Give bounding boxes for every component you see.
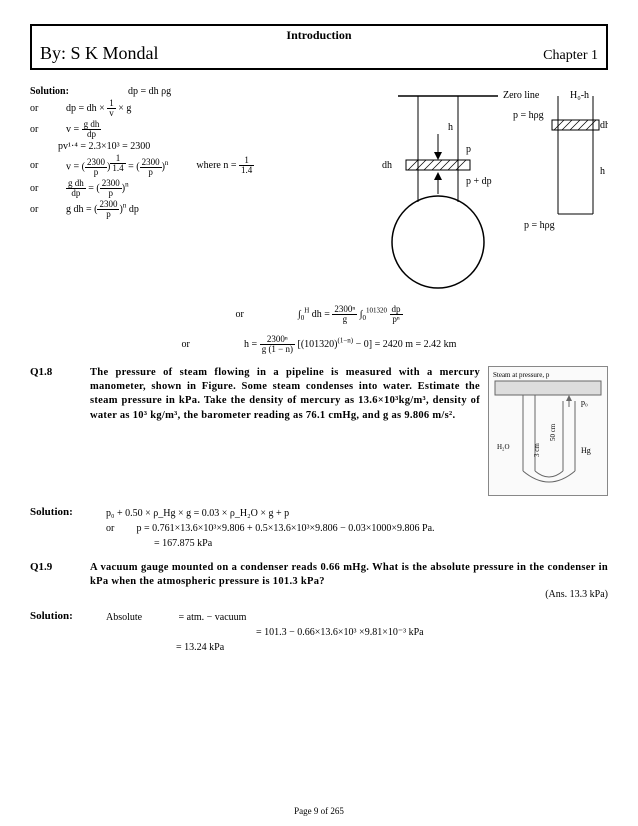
sol18-block: Solution: p₀ + 0.50 × ρ_Hg × g = 0.03 × … bbox=[30, 506, 608, 551]
h2o-label: H₂O bbox=[497, 443, 510, 451]
sol19-label: Solution: bbox=[30, 610, 86, 655]
sol19-line1: Absolute = atm. − vacuum bbox=[106, 610, 608, 625]
sol19-l3: = 13.24 kPa bbox=[106, 640, 608, 655]
eq5: g dhdp = (2300p)n bbox=[66, 179, 129, 198]
sol18-equations: p₀ + 0.50 × ρ_Hg × g = 0.03 × ρ_H₂O × g … bbox=[106, 506, 608, 551]
sol18-eq2: p = 0.761×13.6×10³×9.806 + 0.5×13.6×10³×… bbox=[137, 523, 435, 534]
q19-text: A vacuum gauge mounted on a condenser re… bbox=[90, 561, 608, 589]
dim-50cm: 50 cm bbox=[549, 423, 557, 441]
h0-h-label: H₀-h bbox=[570, 90, 589, 101]
equations-column: Solution: dp = dh ρg or dp = dh × 1v × g… bbox=[30, 84, 338, 297]
integral-equations: or ∫0H dh = 2300ⁿg ∫0101320 dppⁿ or h = … bbox=[30, 305, 608, 354]
h-left-label: h bbox=[448, 122, 453, 133]
sol18-eq3: = 167.875 kPa bbox=[106, 536, 608, 551]
section-title: Introduction bbox=[40, 28, 598, 43]
fig-caption: Steam at pressure, p bbox=[493, 371, 550, 379]
chapter: Chapter 1 bbox=[543, 48, 598, 64]
sol19-l1a: Absolute bbox=[106, 610, 176, 625]
eq2: v = g dhdp bbox=[66, 120, 101, 139]
eq0: dp = dh ρg bbox=[128, 86, 171, 97]
q18-row: Q1.8 The pressure of steam flowing in a … bbox=[30, 366, 608, 496]
h-result: h = 2300ⁿg (1 − n) [(101320)(1−n) − 0] =… bbox=[244, 339, 456, 350]
or-label: or bbox=[235, 309, 295, 320]
diagram: Zero line H₀-h dh h p p + dp bbox=[348, 84, 608, 297]
eq4: v = (2300p)11.4 = (2300p)n bbox=[66, 154, 168, 177]
eq6: g dh = (2300p)n dp bbox=[66, 200, 139, 219]
where-n: where n = 11.4 bbox=[196, 156, 254, 175]
sol19-equations: Absolute = atm. − vacuum = 101.3 − 0.66×… bbox=[106, 610, 608, 655]
author: By: S K Mondal bbox=[40, 43, 159, 64]
or-label: or bbox=[30, 160, 58, 171]
q19-num: Q1.9 bbox=[30, 561, 70, 589]
zero-line-label: Zero line bbox=[503, 90, 540, 101]
page-footer: Page 9 of 265 bbox=[0, 806, 638, 816]
q19-block: Q1.9 A vacuum gauge mounted on a condens… bbox=[30, 561, 608, 589]
sol18-label: Solution: bbox=[30, 506, 86, 551]
author-prefix: By: bbox=[40, 43, 66, 63]
top-section: Solution: dp = dh ρg or dp = dh × 1v × g… bbox=[30, 84, 608, 297]
header-row: By: S K Mondal Chapter 1 bbox=[40, 43, 598, 64]
eq1: dp = dh × 1v × g bbox=[66, 99, 131, 118]
h-right-label: h bbox=[600, 166, 605, 177]
hg-label: Hg bbox=[581, 446, 591, 455]
author-name: S K Mondal bbox=[71, 43, 159, 63]
dh-left-label: dh bbox=[382, 160, 392, 171]
or-label: or bbox=[30, 124, 58, 135]
q18-figure: Steam at pressure, p p₀ H₂O Hg 3 cm 50 c… bbox=[488, 366, 608, 496]
p-dp-label: p + dp bbox=[466, 176, 492, 187]
dim-3cm: 3 cm bbox=[533, 443, 541, 457]
sol18-line2: or p = 0.761×13.6×10³×9.806 + 0.5×13.6×1… bbox=[106, 521, 608, 536]
or-label: or bbox=[30, 103, 58, 114]
q19-ans: (Ans. 13.3 kPa) bbox=[545, 589, 608, 600]
p-hrg-bot-label: p = hρg bbox=[524, 220, 555, 231]
or-label: or bbox=[182, 339, 242, 350]
or-label: or bbox=[30, 183, 58, 194]
or-label: or bbox=[106, 521, 134, 536]
eq3: pv¹·⁴ = 2.3×10³ = 2300 bbox=[58, 141, 150, 152]
solution-label: Solution: bbox=[30, 86, 80, 97]
or-label: or bbox=[30, 204, 58, 215]
integral-eq: ∫0H dh = 2300ⁿg ∫0101320 dppⁿ bbox=[298, 309, 403, 320]
header-box: Introduction By: S K Mondal Chapter 1 bbox=[30, 24, 608, 70]
q18-text: The pressure of steam flowing in a pipel… bbox=[90, 366, 480, 496]
sol19-l1b: = atm. − vacuum bbox=[179, 612, 247, 623]
p-hrg-top-label: p = hρg bbox=[513, 110, 544, 121]
sol18-eq1: p₀ + 0.50 × ρ_Hg × g = 0.03 × ρ_H₂O × g … bbox=[106, 506, 608, 521]
pressure-diagram-svg: Zero line H₀-h dh h p p + dp bbox=[348, 84, 608, 294]
sol19-block: Solution: Absolute = atm. − vacuum = 101… bbox=[30, 610, 608, 655]
dh-right-label: dh bbox=[600, 120, 608, 131]
sol19-l2: = 101.3 − 0.66×13.6×10³ ×9.81×10⁻³ kPa bbox=[106, 625, 608, 640]
p-label: p bbox=[466, 144, 471, 155]
q18-num: Q1.8 bbox=[30, 366, 70, 496]
p0-label: p₀ bbox=[581, 398, 588, 407]
solution-line: Solution: dp = dh ρg bbox=[30, 86, 338, 97]
q19-ans-row: (Ans. 13.3 kPa) bbox=[30, 589, 608, 600]
